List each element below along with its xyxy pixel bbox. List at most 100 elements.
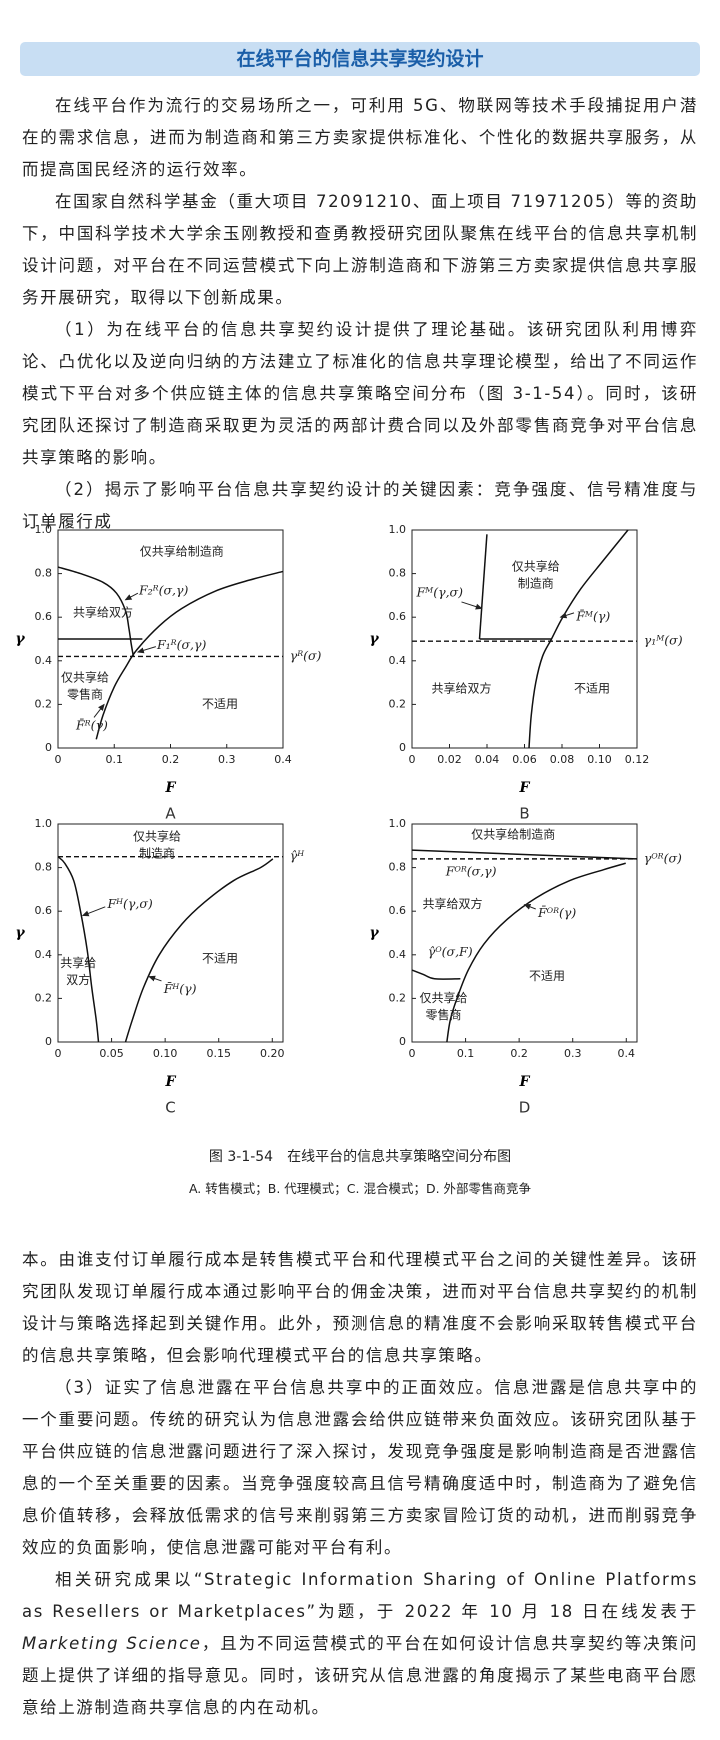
figure: 0 0.1 0.2 0.3 0.400.20.40.60.81.0FγA仅共享给制造商共… <box>15 523 682 1117</box>
boundary-curve <box>124 858 274 1043</box>
label-arrow <box>461 601 483 610</box>
curve-label: γᴿ(σ) <box>290 648 322 663</box>
y-tick-label: 0.6 <box>35 904 53 917</box>
x-tick-label: 0.2 <box>162 753 180 766</box>
y-tick-label: 1.0 <box>389 817 407 830</box>
label-arrow <box>148 975 162 982</box>
paragraph: 相关研究成果以“Strategic Information Sharing of… <box>22 1564 698 1724</box>
boundary-curve <box>446 862 626 1043</box>
x-tick-label: 0.08 <box>550 753 575 766</box>
figure-caption: 图 3-1-54 在线平台的信息共享策略空间分布图 <box>208 1149 512 1165</box>
x-tick-label: 0.1 <box>457 1047 475 1060</box>
x-tick-label: 0 <box>55 753 62 766</box>
text-block: 本。由谁支付订单履行成本是转售模式平台和代理模式平台之间的关键性差异。该研究团队… <box>22 1244 698 1724</box>
y-axis-label: γ <box>15 925 25 941</box>
region-label: 仅共享给 <box>512 559 560 574</box>
boundary-curve <box>95 570 284 740</box>
curve-label: F̄ᴿ(γ) <box>75 717 108 732</box>
region-label: 不适用 <box>202 697 238 711</box>
x-tick-label: 0.04 <box>475 753 500 766</box>
paragraph: （1）为在线平台的信息共享契约设计提供了理论基础。该研究团队利用博弈论、凸优化以… <box>22 320 698 467</box>
y-tick-label: 0 <box>399 741 406 754</box>
label-arrow <box>523 904 536 910</box>
boundary-curve <box>478 534 488 640</box>
paragraph: 本。由谁支付订单履行成本是转售模式平台和代理模式平台之间的关键性差异。该研究团队… <box>22 1250 698 1365</box>
x-tick-label: 0.02 <box>437 753 462 766</box>
text-run: ，且为不同运营模式的平台在如何设计信息共享契约等决策问题上提供了详细的指导意见。… <box>22 1634 699 1717</box>
y-tick-label: 0.4 <box>35 654 53 667</box>
region-label: 制造商 <box>518 576 554 591</box>
x-axis-label: F <box>519 1074 531 1090</box>
x-tick-label: 0.15 <box>206 1047 231 1060</box>
label-arrow <box>81 906 106 917</box>
plot-frame <box>411 823 638 1043</box>
curve-label: γ₁ᴹ(σ) <box>644 633 683 648</box>
y-tick-label: 0.2 <box>35 697 53 710</box>
x-tick-label: 0.10 <box>587 753 612 766</box>
x-axis-label: F <box>519 780 531 796</box>
y-tick-label: 1.0 <box>35 817 53 830</box>
y-tick-label: 0.8 <box>389 861 407 874</box>
x-tick-label: 0.3 <box>218 753 236 766</box>
y-axis-label: γ <box>369 925 379 941</box>
curve-label: F̄ᴴ(γ) <box>163 981 197 996</box>
region-label: 共享给 <box>60 955 96 970</box>
x-tick-label: 0.05 <box>99 1047 124 1060</box>
region-label: 共享给双方 <box>422 896 482 911</box>
curve-label: Fᴼᴿ(σ,γ) <box>445 863 497 878</box>
x-axis-label: F <box>165 1074 177 1090</box>
y-tick-label: 0 <box>399 1035 406 1048</box>
y-tick-label: 0.2 <box>389 697 407 710</box>
region-label: 不适用 <box>574 682 610 696</box>
x-tick-label: 0 <box>409 1047 416 1060</box>
label-arrow <box>559 612 575 619</box>
y-tick-label: 0.4 <box>389 948 407 961</box>
boundary-curve <box>57 566 135 657</box>
y-axis-label: γ <box>369 631 379 647</box>
y-tick-label: 0.8 <box>389 567 407 580</box>
paragraph: 在国家自然科学基金（重大项目 72091210、面上项目 71971205）等的… <box>22 192 698 307</box>
panel-letter: C <box>165 1099 175 1117</box>
paragraph: （3）证实了信息泄露在平台信息共享中的正面效应。信息泄露是信息共享中的一个重要问… <box>22 1378 698 1557</box>
x-tick-label: 0 <box>409 753 416 766</box>
paragraph: （2）揭示了影响平台信息共享契约设计的关键因素：竞争强度、信号精准度与订单履行成 <box>22 480 698 531</box>
region-label: 仅共享给 <box>133 829 181 844</box>
panel-letter: B <box>519 805 529 823</box>
x-tick-label: 0.20 <box>260 1047 285 1060</box>
curve-label: γᴼᴿ(σ) <box>644 850 682 865</box>
page-title: 在线平台的信息共享契约设计 <box>20 42 700 76</box>
region-label: 零售商 <box>67 687 103 702</box>
region-label: 制造商 <box>139 846 175 861</box>
y-tick-label: 0 <box>45 741 52 754</box>
region-label: 零售商 <box>425 1007 461 1022</box>
x-tick-label: 0.1 <box>106 753 124 766</box>
y-tick-label: 1.0 <box>389 523 407 536</box>
boundary-curve <box>57 856 100 1043</box>
panel-letter: D <box>519 1099 531 1117</box>
label-arrow <box>93 703 105 718</box>
boundary-curve <box>528 529 629 749</box>
y-tick-label: 0.4 <box>389 654 407 667</box>
y-tick-label: 0.6 <box>35 610 53 623</box>
region-label: 不适用 <box>529 969 565 983</box>
y-tick-label: 0.6 <box>389 610 407 623</box>
panel: 0 0.1 0.2 0.3 0.4 0 0.2 0.4 0.6 0.8 1.0 Fγ A 仅共享给制造商共… <box>15 523 321 823</box>
panel: 0 0.02 0.04 0.06 0.08 0.10 0.12 0 0.2 0.4 0.6 0.8 1.… <box>369 523 682 823</box>
region-label: 仅共享给制造商 <box>471 826 555 841</box>
text-block: 在线平台作为流行的交易场所之一，可利用 5G、物联网等技术手段捕捉用户潜在的需求… <box>22 90 698 538</box>
region-label: 不适用 <box>202 952 238 966</box>
panel: 0 0.05 0.10 0.15 0.20 0 0.2 0.4 0.6 0.8 1.0 Fγ C 仅共享给… <box>15 817 304 1117</box>
curve-label: Fᴹ(γ,σ) <box>416 585 464 600</box>
boundary-curve <box>411 969 461 980</box>
region-label: 仅共享给 <box>61 670 109 685</box>
x-tick-label: 0 <box>55 1047 62 1060</box>
y-tick-label: 0.6 <box>389 904 407 917</box>
plot-frame <box>57 823 284 1043</box>
curve-label: F₁ᴿ(σ,γ) <box>156 637 206 652</box>
y-axis-label: γ <box>15 631 25 647</box>
y-tick-label: 0.8 <box>35 861 53 874</box>
panel: 0 0.1 0.2 0.3 0.4 0 0.2 0.4 0.6 0.8 1.0 Fγ D 仅共享给制造商共… <box>369 817 682 1117</box>
x-tick-label: 0.2 <box>510 1047 528 1060</box>
x-axis-label: F <box>165 780 177 796</box>
